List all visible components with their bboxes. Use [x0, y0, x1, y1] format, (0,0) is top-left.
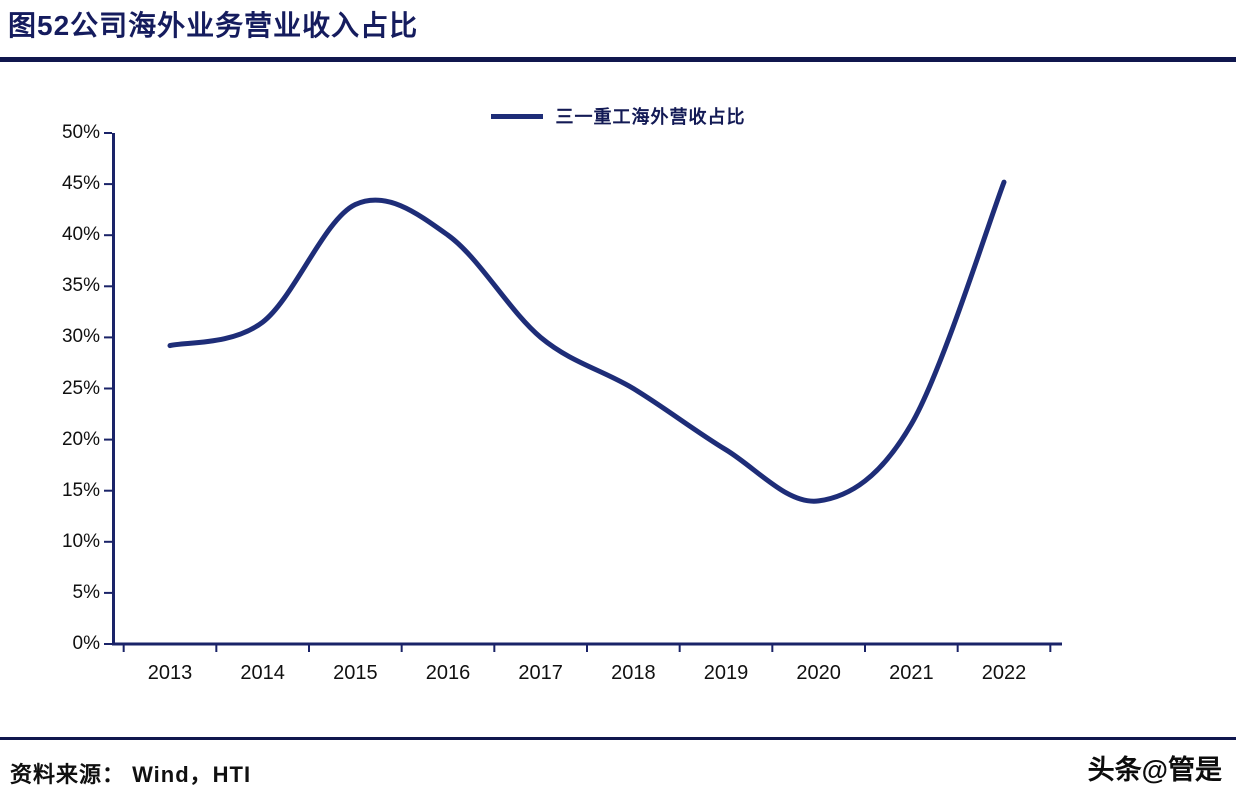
line-chart	[104, 132, 1062, 652]
x-tick-label: 2019	[703, 662, 749, 684]
y-tick-label: 5%	[72, 581, 100, 603]
legend-series-label: 三一重工海外营收占比	[555, 107, 746, 127]
chart-legend: 三一重工海外营收占比	[0, 103, 1236, 129]
x-tick-label: 2014	[240, 662, 285, 684]
series-line	[167, 179, 1007, 504]
x-tick-label: 2018	[611, 662, 656, 684]
x-tick-label: 2020	[796, 662, 841, 684]
x-tick-label: 2016	[425, 662, 471, 684]
x-tick-label: 2022	[981, 662, 1027, 684]
x-tick-label: 2015	[333, 662, 378, 684]
y-tick-label: 30%	[61, 326, 100, 348]
plot-area: 0% 5% 10% 15% 20% 25% 30% 35% 40% 45% 50% 2013 2014…	[62, 122, 1062, 684]
x-tick-label: 2013	[147, 662, 193, 684]
x-tick-label: 2017	[518, 662, 563, 684]
watermark: 头条@管是	[1087, 755, 1222, 785]
y-tick-label: 0%	[72, 633, 100, 654]
y-tick-label: 45%	[61, 173, 100, 195]
figure-title: 图52公司海外业务营业收入占比	[8, 10, 419, 41]
source-note: 资料来源： Wind，HTI	[0, 737, 1236, 789]
y-tick-label: 40%	[61, 224, 100, 246]
y-tick-label: 50%	[61, 122, 100, 143]
y-tick-label: 20%	[61, 428, 100, 450]
y-tick-label: 25%	[61, 377, 100, 399]
title-underline	[0, 57, 1236, 62]
y-tick-label: 15%	[61, 479, 100, 501]
y-tick-label: 10%	[61, 530, 100, 552]
legend-line-swatch	[490, 113, 543, 119]
x-tick-label: 2021	[889, 662, 934, 684]
y-tick-label: 35%	[61, 275, 100, 297]
